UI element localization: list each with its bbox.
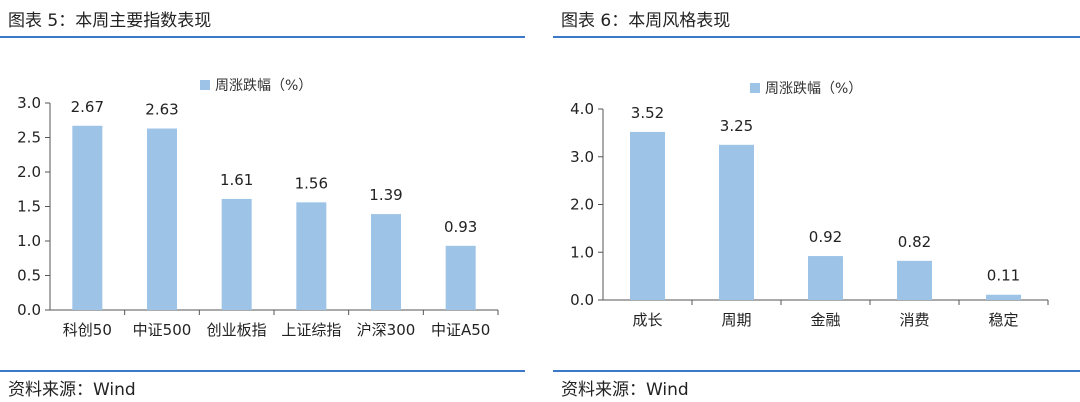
data-label: 0.11: [987, 267, 1020, 285]
y-tick-label: 0.0: [570, 291, 594, 309]
data-label: 1.39: [369, 186, 402, 204]
y-tick-label: 2.0: [570, 196, 594, 214]
bar: [630, 131, 665, 300]
x-tick-label: 沪深300: [357, 321, 416, 339]
data-label: 1.61: [220, 171, 253, 189]
data-label: 0.93: [444, 218, 477, 236]
y-tick-label: 0.5: [17, 267, 41, 285]
x-tick-label: 中证500: [133, 321, 192, 339]
data-label: 2.67: [71, 98, 104, 116]
legend-label: 周涨跌幅（%）: [765, 81, 862, 97]
y-tick-label: 1.0: [570, 243, 594, 261]
data-label: 1.56: [295, 174, 328, 192]
x-tick-label: 金融: [810, 311, 840, 329]
y-tick-label: 2.0: [17, 163, 41, 181]
bar: [445, 245, 476, 310]
bar: [719, 144, 754, 300]
bar: [808, 256, 843, 300]
figure-5-panel: 图表 5：本周主要指数表现 周涨跌幅（%） 0.0 0.5 1.0 1.5 2.0 2.5 3…: [0, 0, 525, 402]
y-tick-label: 0.0: [17, 301, 41, 319]
x-tick-label: 稳定: [988, 311, 1018, 329]
data-label: 0.92: [809, 228, 842, 246]
index-performance-chart: 周涨跌幅（%） 0.0 0.5 1.0 1.5 2.0 2.5 3.0 2.67 科创50 2.63…: [17, 78, 499, 339]
x-tick-label: 成长: [632, 311, 662, 329]
legend-label: 周涨跌幅（%）: [215, 78, 312, 94]
y-tick-label: 4.0: [570, 100, 594, 118]
source-note: 资料来源：Wind: [8, 380, 136, 400]
title-rule: [553, 36, 1080, 38]
bar: [72, 125, 103, 311]
bar: [986, 294, 1021, 300]
figure-title: 图表 6：本周风格表现: [561, 11, 731, 31]
source-note: 资料来源：Wind: [561, 380, 689, 400]
x-tick-label: 上证综指: [281, 321, 341, 339]
x-tick-label: 科创50: [63, 321, 112, 339]
source-rule: [553, 370, 1080, 372]
y-tick-label: 3.0: [17, 94, 41, 112]
data-label: 0.82: [898, 233, 931, 251]
figure-title: 图表 5：本周主要指数表现: [8, 11, 212, 31]
legend-swatch: [200, 80, 210, 90]
y-tick-label: 1.0: [17, 232, 41, 250]
bar: [897, 260, 932, 300]
source-rule: [0, 370, 525, 372]
figure-6-panel: 图表 6：本周风格表现 周涨跌幅（%） 0.0 1.0 2.0 3.0 4.0 3.52 成长…: [553, 0, 1080, 402]
x-tick-label: 中证A50: [431, 321, 490, 339]
data-label: 3.52: [631, 104, 664, 122]
x-tick-label: 创业板指: [207, 321, 267, 339]
y-tick-label: 1.5: [17, 198, 41, 216]
style-performance-chart: 周涨跌幅（%） 0.0 1.0 2.0 3.0 4.0 3.52 成长 3.25 周期 0.92 金融…: [570, 81, 1049, 329]
bar: [371, 214, 401, 310]
y-tick-label: 3.0: [570, 148, 594, 166]
y-tick-label: 2.5: [17, 129, 41, 147]
title-rule: [0, 36, 525, 38]
bar: [221, 198, 252, 310]
legend-swatch: [750, 83, 760, 93]
x-tick-label: 消费: [899, 311, 929, 329]
data-label: 2.63: [145, 101, 178, 119]
bar: [147, 128, 177, 310]
x-tick-label: 周期: [721, 311, 751, 329]
bar: [296, 202, 327, 310]
data-label: 3.25: [720, 117, 753, 135]
